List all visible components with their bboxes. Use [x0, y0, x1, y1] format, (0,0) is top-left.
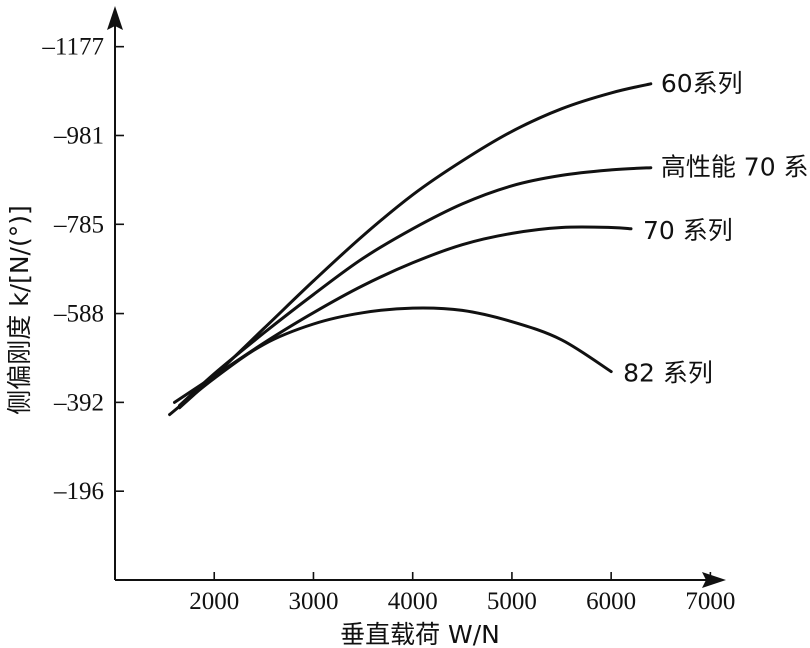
series-label-2: 高性能 70 系列 [661, 153, 810, 182]
series-line-3 [173, 225, 633, 404]
y-tick-label: –785 [53, 211, 104, 238]
y-tick-label: –1177 [41, 34, 104, 61]
x-tick-label: 3000 [288, 588, 338, 615]
x-ticks: 2000 3000 4000 5000 6000 7000 [189, 572, 735, 615]
y-axis-arrow [107, 6, 123, 30]
x-axis: 2000 3000 4000 5000 6000 7000 垂直载荷 W/N [115, 572, 735, 648]
x-tick-label: 4000 [388, 588, 438, 615]
series-line-2 [178, 166, 653, 407]
series-line-4 [168, 306, 613, 417]
x-axis-title: 垂直载荷 W/N [340, 620, 500, 648]
y-tick-label: –392 [53, 389, 104, 416]
series-label-1: 60系列 [661, 69, 743, 98]
y-tick-label: –588 [53, 301, 104, 328]
y-tick-label: –196 [53, 478, 104, 505]
series-line-1 [178, 82, 653, 410]
series-label-4: 82 系列 [623, 359, 713, 388]
series-label-3: 70 系列 [643, 216, 733, 245]
x-tick-label: 5000 [487, 588, 537, 615]
y-axis: –196 –392 –588 –785 –981 –1177 侧偏刚度 k/[N/(°)] [5, 6, 124, 580]
series-group [168, 82, 653, 417]
y-ticks: –196 –392 –588 –785 –981 –1177 [41, 34, 124, 505]
x-tick-label: 7000 [685, 588, 735, 615]
y-tick-label: –981 [53, 122, 104, 149]
y-axis-title: 侧偏刚度 k/[N/(°)] [5, 205, 34, 415]
x-tick-label: 6000 [586, 588, 636, 615]
x-tick-label: 2000 [189, 588, 239, 615]
x-axis-arrow [702, 572, 726, 588]
